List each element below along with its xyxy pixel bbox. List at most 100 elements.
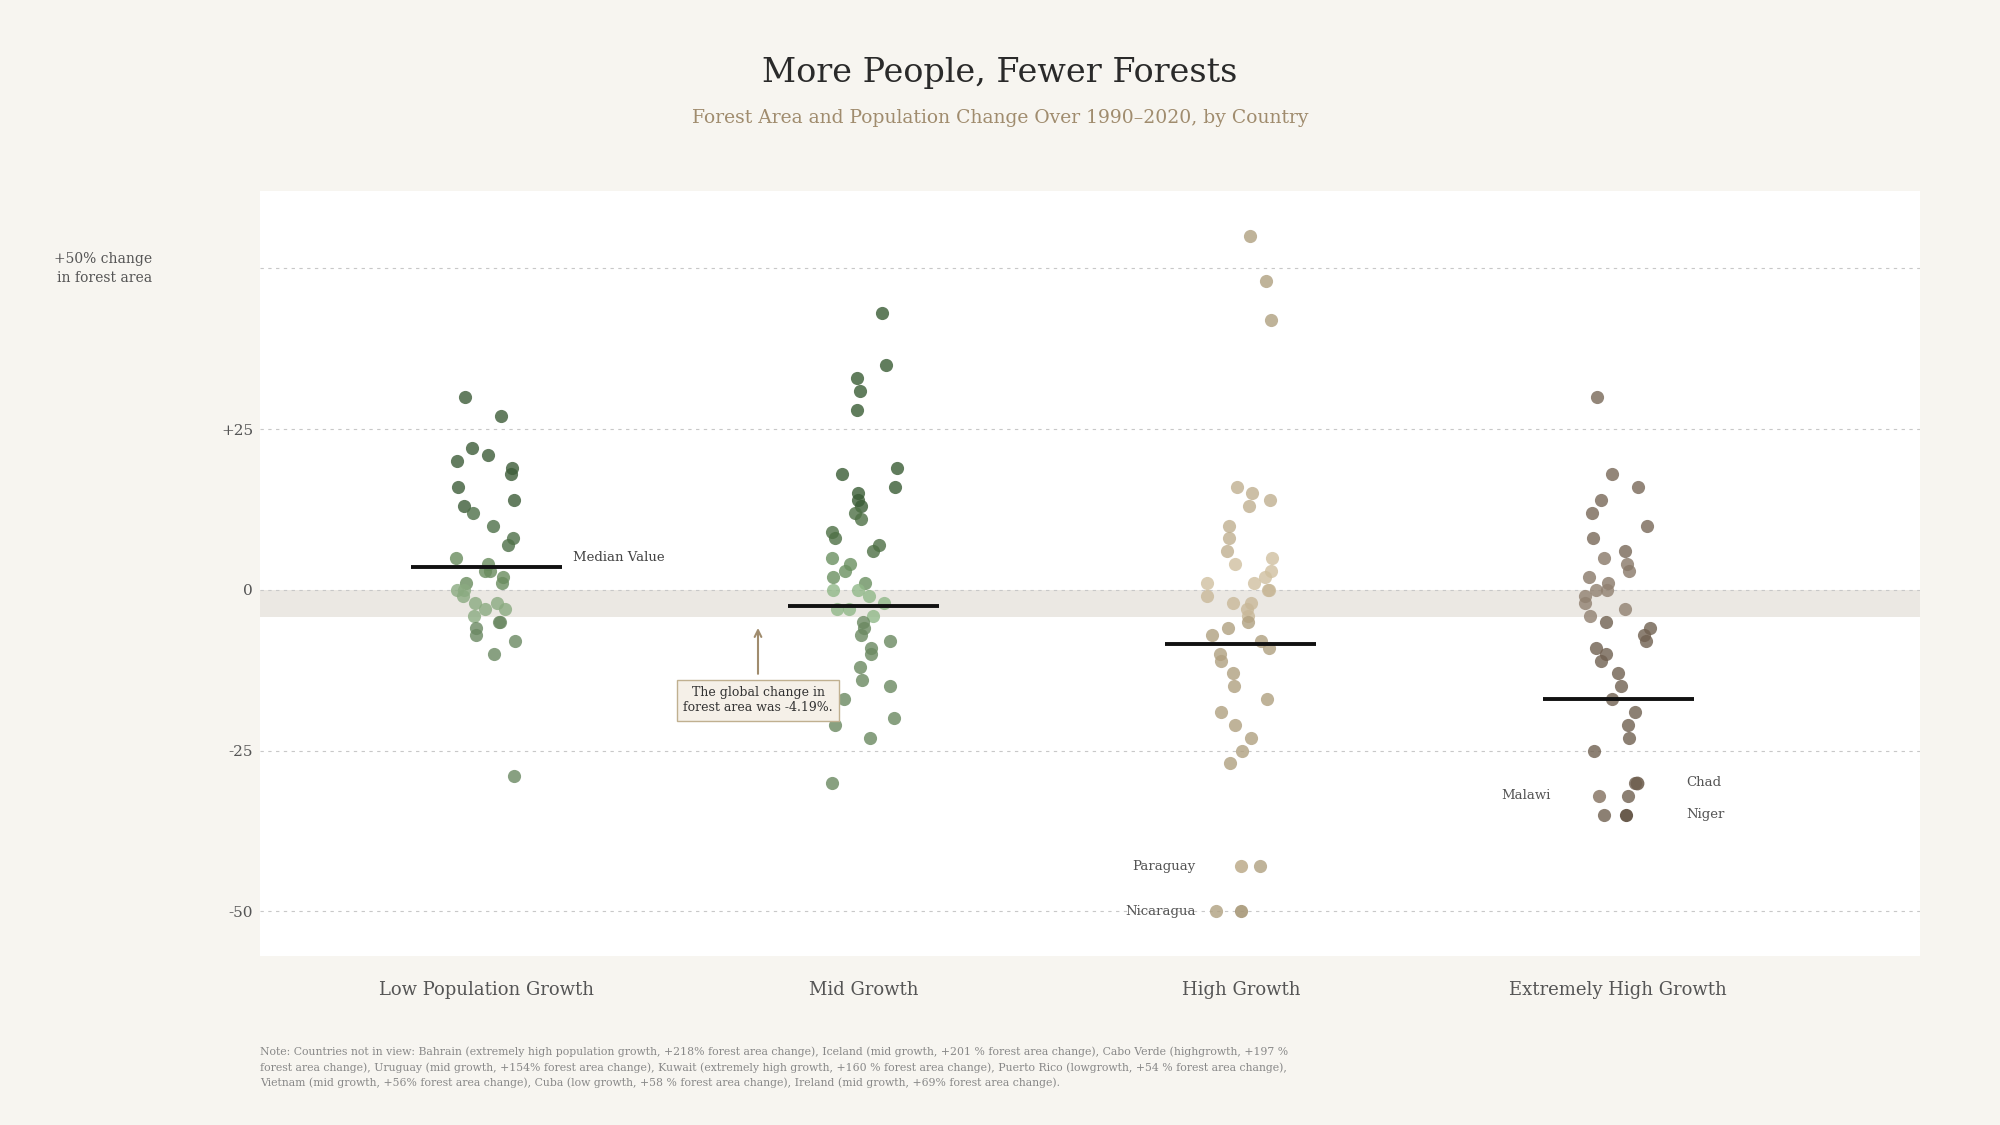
Text: Chad: Chad (1686, 776, 1722, 789)
Point (1234, 729, 1266, 747)
Point (486, 568, 518, 586)
Point (1234, 594, 1266, 612)
Point (1630, 632, 1662, 650)
Point (1218, 555, 1250, 573)
Point (840, 400, 872, 418)
Text: Niger: Niger (1686, 809, 1724, 821)
Point (498, 490, 530, 508)
Point (486, 575, 518, 593)
Point (1574, 606, 1606, 624)
Point (828, 561, 860, 579)
Point (842, 580, 874, 598)
Point (490, 600, 522, 618)
Point (870, 356, 902, 374)
Point (474, 561, 506, 579)
Point (854, 729, 886, 747)
Point (1590, 580, 1622, 598)
Point (1212, 530, 1244, 548)
Point (840, 504, 872, 522)
Point (1608, 600, 1640, 618)
Point (1618, 703, 1650, 721)
Point (1588, 549, 1620, 567)
Point (864, 536, 896, 554)
Point (1606, 677, 1638, 695)
Point (1234, 497, 1266, 515)
Point (1628, 626, 1660, 643)
Point (874, 632, 906, 650)
Point (1218, 677, 1250, 695)
Point (442, 580, 474, 598)
Point (878, 710, 910, 728)
Point (1254, 580, 1286, 598)
Point (842, 490, 874, 508)
Text: Malawi: Malawi (1500, 789, 1550, 802)
Point (1584, 786, 1616, 804)
Point (818, 568, 850, 586)
Point (460, 626, 492, 643)
Point (1584, 651, 1616, 669)
Point (1200, 902, 1232, 920)
Point (1614, 729, 1646, 747)
Point (1252, 690, 1284, 708)
Point (1214, 755, 1246, 773)
Text: Paraguay: Paraguay (1132, 860, 1196, 873)
Point (834, 555, 866, 573)
Point (1588, 806, 1620, 824)
Point (1614, 561, 1646, 579)
Point (478, 645, 510, 663)
Point (492, 536, 524, 554)
Point (1212, 620, 1244, 638)
Point (1618, 774, 1650, 792)
Point (1580, 639, 1612, 657)
Point (844, 381, 876, 399)
Point (1250, 568, 1282, 586)
Point (1220, 716, 1252, 734)
Text: The global change in
forest area was -4.19%.: The global change in forest area was -4.… (684, 686, 832, 714)
Point (1204, 703, 1236, 721)
Point (1204, 645, 1236, 663)
Point (1580, 580, 1612, 598)
Point (1254, 310, 1286, 328)
Point (846, 497, 878, 515)
Point (1582, 388, 1614, 406)
Point (450, 575, 482, 593)
Point (480, 594, 512, 612)
Point (1224, 857, 1256, 875)
Point (1250, 272, 1282, 290)
Point (880, 478, 912, 496)
Point (848, 620, 880, 638)
Point (1622, 774, 1654, 792)
Point (1236, 485, 1268, 503)
Text: More People, Fewer Forests: More People, Fewer Forests (762, 57, 1238, 89)
Point (1592, 575, 1624, 593)
Point (1192, 587, 1224, 605)
Point (482, 613, 514, 631)
Point (1586, 490, 1618, 508)
Point (456, 440, 488, 458)
Point (1590, 645, 1622, 663)
Point (484, 407, 516, 425)
Point (440, 549, 472, 567)
Point (1602, 665, 1634, 683)
Point (1212, 516, 1244, 534)
Point (1576, 504, 1608, 522)
Point (1232, 600, 1264, 618)
Point (842, 485, 874, 503)
Point (442, 452, 474, 470)
Point (1610, 555, 1642, 573)
Point (460, 620, 492, 638)
Point (1612, 786, 1644, 804)
Point (816, 774, 848, 792)
Point (1206, 651, 1238, 669)
Point (1622, 478, 1654, 496)
Point (1596, 690, 1628, 708)
Point (818, 716, 850, 734)
Point (816, 580, 848, 598)
Point (472, 446, 504, 463)
Point (1196, 626, 1228, 643)
Point (500, 632, 532, 650)
Point (1252, 580, 1284, 598)
Point (842, 369, 874, 387)
Point (874, 677, 906, 695)
Point (852, 587, 884, 605)
